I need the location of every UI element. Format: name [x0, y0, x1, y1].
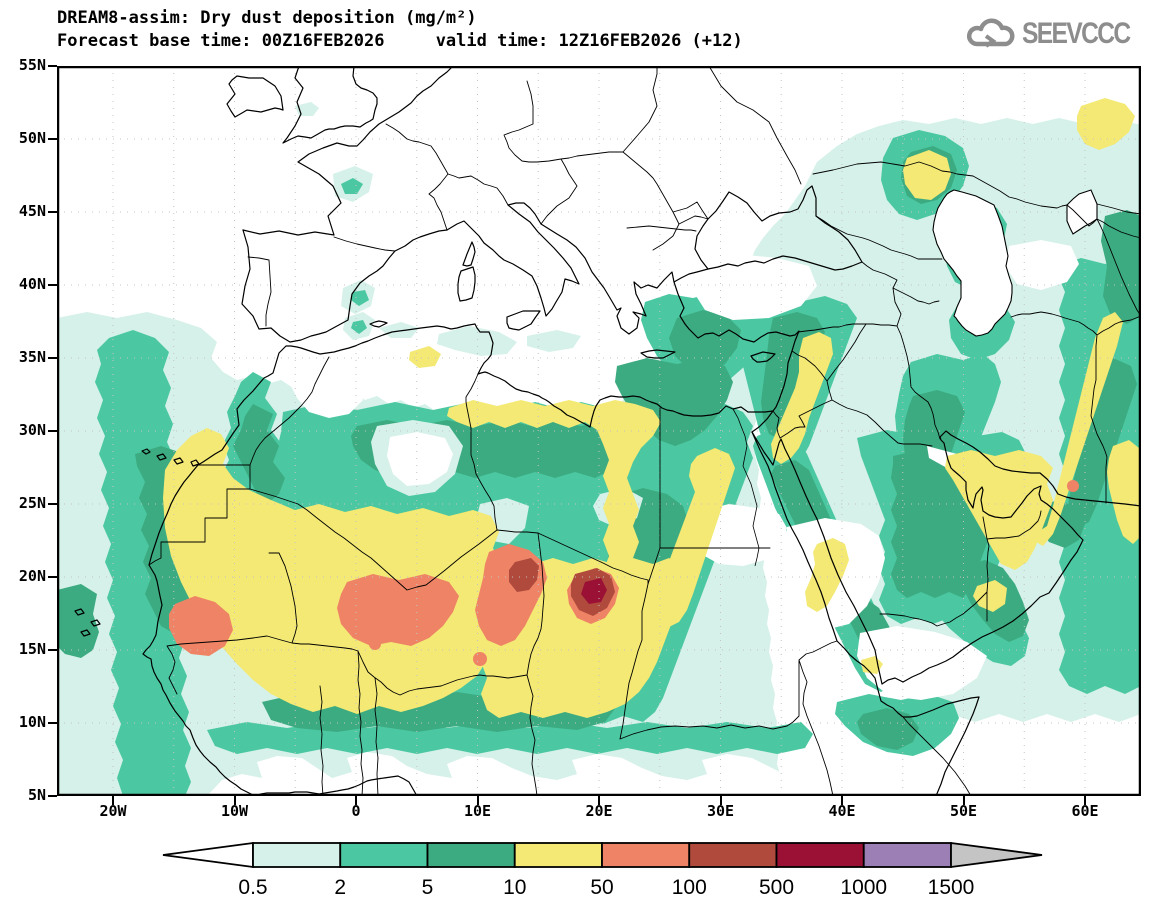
legend-arrow — [162, 841, 254, 869]
y-axis-tick — [48, 576, 57, 578]
x-axis-label: 20E — [585, 802, 613, 820]
legend-value-label: 10 — [503, 876, 526, 899]
x-axis-label: 10W — [220, 802, 249, 820]
y-axis-label: 30N — [18, 421, 46, 439]
legend-value-label: 1500 — [928, 876, 975, 899]
legend-value-label: 0.5 — [238, 876, 267, 899]
y-axis-tick — [48, 430, 57, 432]
x-axis-tick — [598, 796, 600, 805]
y-axis-tick — [48, 503, 57, 505]
map-frame-border — [57, 66, 1141, 796]
x-axis-tick — [476, 796, 479, 805]
y-axis-tick — [48, 138, 57, 140]
x-axis-label: 60E — [1071, 802, 1099, 820]
x-axis-tick — [719, 796, 722, 805]
country-borders — [148, 66, 1141, 796]
dust-deposition-map — [57, 66, 1141, 796]
contour-level-50 — [169, 480, 1079, 666]
nile-river — [732, 408, 760, 567]
legend-value-label: 100 — [672, 876, 707, 899]
x-axis-label: 10E — [463, 802, 492, 820]
cloud-icon — [966, 18, 1015, 48]
forecast-times: Forecast base time: 00Z16FEB2026 valid t… — [57, 31, 743, 51]
legend-band — [601, 842, 691, 868]
x-axis-label: 30E — [706, 802, 735, 820]
y-axis-label: 50N — [18, 129, 46, 147]
y-axis-tick — [48, 795, 57, 797]
legend-band — [775, 842, 865, 868]
y-axis-tick — [48, 649, 57, 651]
y-axis-tick — [48, 65, 57, 67]
x-axis-tick — [841, 796, 843, 805]
x-axis-tick — [112, 796, 114, 805]
color-legend: 0.5 2 5 10 50 100 500 1000 1500 — [162, 841, 1043, 899]
legend-band — [513, 842, 603, 868]
x-axis-tick — [962, 796, 965, 805]
legend-value-label: 50 — [590, 876, 613, 899]
y-axis-label: 45N — [18, 202, 46, 220]
y-axis-label: 15N — [18, 640, 46, 658]
y-axis-tick — [48, 211, 57, 213]
logo-text: SEEVCCC — [1021, 17, 1131, 50]
contour-level-500 — [581, 578, 607, 604]
coastlines — [74, 66, 1141, 796]
x-axis-label: 40E — [828, 802, 856, 820]
y-axis-label: 5N — [27, 786, 46, 804]
y-axis-label: 55N — [18, 56, 46, 74]
y-axis-tick — [48, 722, 57, 724]
legend-band — [688, 842, 778, 868]
legend-band — [426, 842, 516, 868]
y-axis-tick — [48, 357, 57, 359]
legend-band — [339, 842, 429, 868]
legend-value-label: 5 — [422, 876, 434, 899]
legend-value-label: 2 — [334, 876, 346, 899]
y-axis-label: 10N — [18, 713, 46, 731]
x-axis-label: 20W — [99, 802, 127, 820]
legend-band — [862, 842, 952, 868]
page-title: DREAM8-assim: Dry dust deposition (mg/m²… — [57, 8, 477, 28]
x-axis-tick — [355, 796, 357, 805]
x-axis-tick — [1084, 796, 1086, 805]
legend-arrow — [950, 841, 1043, 869]
y-axis-label: 35N — [18, 348, 46, 366]
y-axis-label: 20N — [18, 567, 46, 585]
legend-value-label: 500 — [759, 876, 794, 899]
y-axis-label: 40N — [18, 275, 46, 293]
legend-band — [252, 842, 342, 868]
y-axis-tick — [48, 284, 57, 286]
x-axis-label: 50E — [949, 802, 978, 820]
y-axis-label: 25N — [18, 494, 46, 512]
legend-value-label: 1000 — [840, 876, 887, 899]
x-axis-tick — [233, 796, 236, 805]
seevccc-logo: SEEVCCC — [966, 16, 1153, 52]
x-axis-label: 0 — [351, 802, 361, 820]
